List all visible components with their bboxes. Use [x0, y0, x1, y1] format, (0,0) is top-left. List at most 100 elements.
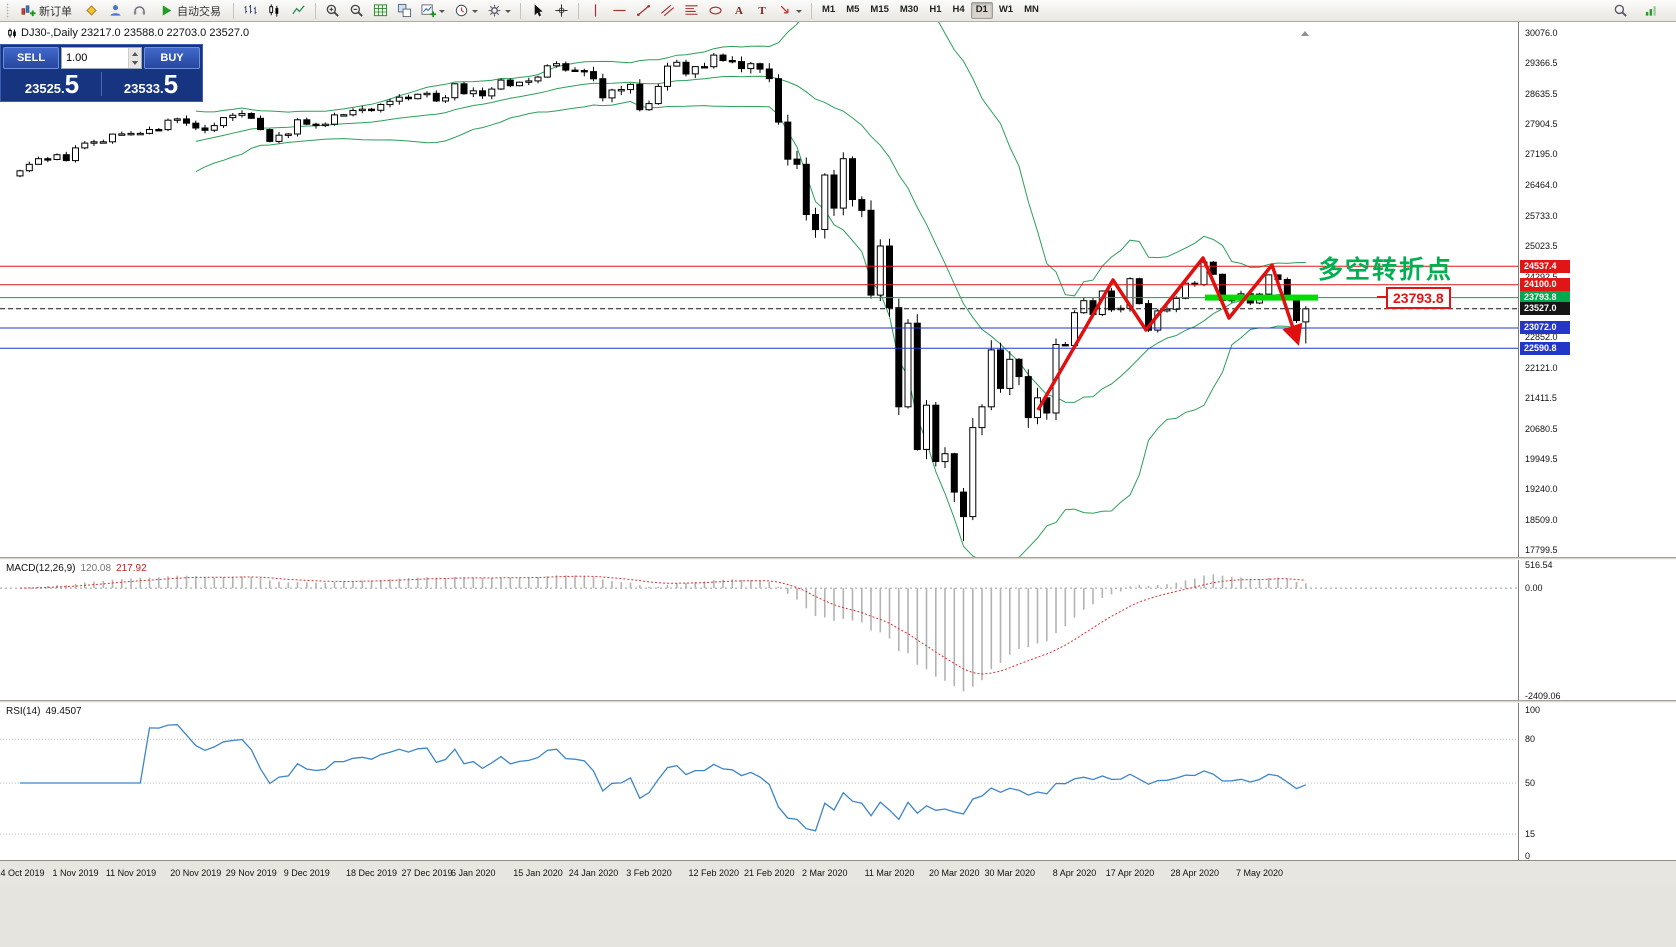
timeframe-m30-button[interactable]: M30 — [899, 4, 919, 15]
horizontal-level-lines[interactable] — [0, 265, 1518, 349]
symbol-ohlc-text: DJ30-,Daily 23217.0 23588.0 22703.0 2352… — [21, 27, 250, 39]
profile-button[interactable] — [104, 1, 127, 21]
timeframe-mn-button[interactable]: MN — [1024, 4, 1039, 15]
new-chart-button[interactable] — [417, 1, 449, 21]
timeframe-h4-button[interactable]: H4 — [952, 4, 965, 15]
timeframe-m15-button[interactable]: M15 — [870, 4, 889, 15]
time-axis[interactable]: 24 Oct 2019 1 Nov 2019 11 Nov 2019 20 Nov 2… — [0, 860, 1676, 886]
horizontal-line-tool-button[interactable] — [608, 1, 631, 21]
tile-windows-button[interactable] — [393, 1, 416, 21]
ellipse-tool-button[interactable] — [704, 1, 727, 21]
window-bottom-area — [0, 886, 1676, 947]
date-tick: 15 Jan 2020 — [513, 868, 563, 878]
templates-button[interactable] — [483, 1, 515, 21]
grid-button[interactable] — [369, 1, 392, 21]
trendline-tool-button[interactable] — [632, 1, 655, 21]
date-tick: 3 Feb 2020 — [626, 868, 672, 878]
price-tick: 21411.5 — [1525, 392, 1557, 403]
date-tick: 2 Mar 2020 — [801, 868, 848, 878]
line-chart-icon — [292, 5, 305, 15]
rsi-canvas[interactable] — [0, 703, 1518, 860]
signal-bars-icon — [1645, 6, 1656, 16]
chart-symbol-header: DJ30-,Daily 23217.0 23588.0 22703.0 2352… — [7, 27, 249, 39]
price-level-box: 24100.0 — [1520, 278, 1570, 292]
volume-down-button[interactable] — [129, 58, 141, 68]
new-order-button[interactable]: 新订单 — [14, 1, 79, 21]
toolbar-separator — [520, 2, 521, 19]
sell-button[interactable]: SELL — [3, 47, 59, 69]
date-tick: 11 Mar 2020 — [864, 868, 915, 878]
channel-tool-button[interactable] — [656, 1, 679, 21]
timeframe-h1-button[interactable]: H1 — [929, 4, 942, 15]
toolbar-separator — [315, 2, 316, 19]
candlestick-mode-button[interactable] — [263, 1, 286, 21]
date-tick: 20 Mar 2020 — [928, 868, 980, 878]
ellipse-icon — [709, 6, 722, 15]
rsi-scale-tick: 50 — [1525, 778, 1536, 788]
volume-input[interactable] — [62, 48, 128, 68]
rsi-name: RSI(14) — [6, 706, 41, 717]
main-chart-canvas[interactable] — [0, 22, 1518, 557]
text-label-tool-button[interactable]: T — [751, 1, 773, 21]
one-click-trading-panel: SELL BUY 23525. 5 23533. 5 — [0, 44, 203, 102]
zigzag-annotation[interactable] — [1036, 256, 1303, 411]
macd-scale-tick: 0.00 — [1525, 583, 1543, 594]
price-tag-label[interactable]: 23793.8 — [1386, 287, 1451, 309]
text-tool-icon: A — [735, 4, 743, 17]
date-tick: 29 Nov 2019 — [225, 868, 277, 878]
text-tool-button[interactable]: A — [728, 1, 750, 21]
rsi-pane[interactable] — [0, 703, 1518, 860]
crosshair-tool-button[interactable] — [550, 1, 573, 21]
rsi-indicator-label: RSI(14) 49.4507 — [6, 706, 82, 717]
macd-canvas[interactable] — [0, 560, 1518, 700]
connection-status-button[interactable] — [1640, 1, 1663, 21]
zoom-out-button[interactable] — [345, 1, 368, 21]
volume-up-button[interactable] — [129, 48, 141, 58]
main-toolbar: 新订单 自动交易 — [0, 0, 1676, 22]
crosshair-icon — [555, 4, 568, 17]
new-order-label: 新订单 — [39, 5, 72, 18]
arrows-tool-button[interactable] — [774, 1, 806, 21]
pane-separator[interactable] — [0, 557, 1676, 560]
date-tick: 28 Apr 2020 — [1170, 868, 1220, 878]
zoom-out-icon — [350, 4, 363, 17]
pane-separator[interactable] — [0, 700, 1676, 703]
bar-chart-mode-button[interactable] — [239, 1, 262, 21]
timeframe-d1-button[interactable]: D1 — [970, 2, 993, 19]
vertical-line-icon — [594, 4, 597, 17]
bull-bear-turning-point-note[interactable]: 多空转折点 — [1318, 256, 1454, 284]
vertical-line-tool-button[interactable] — [584, 1, 607, 21]
macd-signal-value: 217.92 — [116, 563, 147, 574]
line-chart-mode-button[interactable] — [287, 1, 310, 21]
toolbar-separator — [233, 2, 234, 19]
volume-stepper[interactable] — [61, 47, 142, 69]
zoom-in-button[interactable] — [321, 1, 344, 21]
date-tick: 21 Feb 2020 — [743, 868, 795, 878]
periods-button[interactable] — [450, 1, 482, 21]
timeframe-m5-button[interactable]: M5 — [846, 4, 860, 15]
cursor-tool-button[interactable] — [526, 1, 549, 21]
auto-trading-button[interactable]: 自动交易 — [152, 1, 228, 21]
fibonacci-tool-button[interactable] — [680, 1, 703, 21]
buy-button[interactable]: BUY — [144, 47, 200, 69]
chevron-down-icon — [439, 9, 445, 16]
date-tick: 12 Feb 2020 — [688, 868, 740, 878]
search-button[interactable] — [1609, 1, 1632, 21]
date-tick: 20 Nov 2019 — [170, 868, 222, 878]
support-button[interactable] — [128, 1, 151, 21]
timeframe-w1-button[interactable]: W1 — [998, 4, 1014, 15]
main-chart-pane[interactable] — [0, 22, 1518, 557]
diamond-icon — [86, 5, 97, 16]
price-axis[interactable]: 30076.0 29366.5 28635.5 27904.5 27195.0 26464… — [1518, 22, 1676, 860]
sell-price: 23525. 5 — [24, 69, 80, 99]
macd-pane[interactable] — [0, 560, 1518, 700]
market-watch-button[interactable] — [80, 1, 103, 21]
thick-green-segment[interactable] — [1205, 294, 1318, 301]
timeframe-m1-button[interactable]: M1 — [822, 4, 836, 15]
chart-shift-marker[interactable] — [1301, 27, 1309, 36]
price-level-box: 22590.8 — [1520, 341, 1570, 355]
date-tick: 7 May 2020 — [1235, 868, 1284, 878]
bollinger-bands — [195, 22, 1306, 557]
toolbar-grip[interactable] — [6, 2, 10, 19]
arrow-tool-icon — [780, 5, 789, 14]
